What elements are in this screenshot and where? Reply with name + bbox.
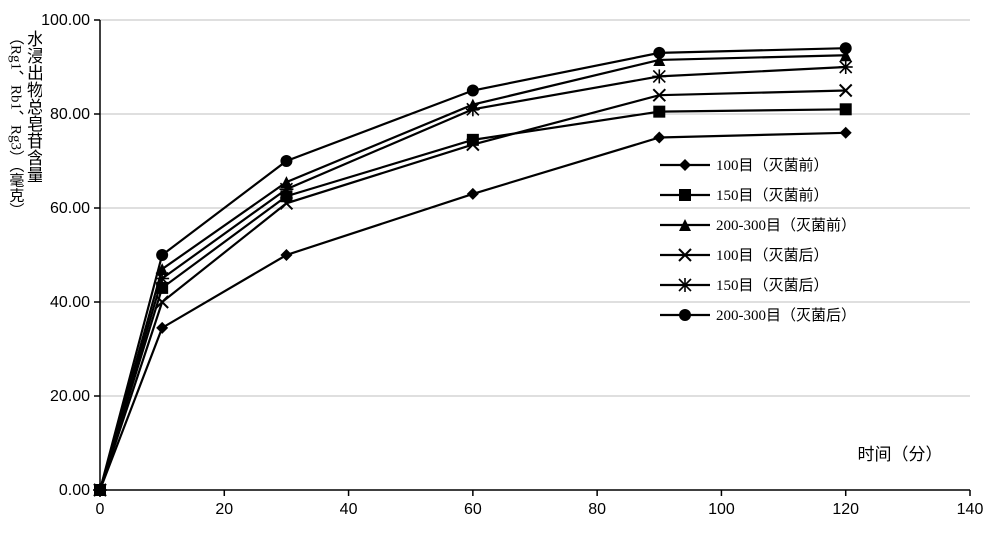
marker-circle <box>280 155 292 167</box>
marker-circle <box>653 47 665 59</box>
x-tick-label: 140 <box>957 501 984 518</box>
marker-circle <box>679 309 691 321</box>
x-tick-label: 60 <box>464 501 482 518</box>
x-axis-title: 时间（分） <box>858 445 943 464</box>
marker-square <box>840 103 852 115</box>
x-tick-label: 100 <box>708 501 735 518</box>
legend-label: 150目（灭菌后） <box>716 277 829 294</box>
marker-asterisk <box>466 102 480 116</box>
legend-label: 100目（灭菌前） <box>716 157 829 174</box>
y-tick-label: 40.00 <box>50 294 90 311</box>
y-tick-label: 100.00 <box>41 12 90 29</box>
marker-asterisk <box>652 69 666 83</box>
marker-asterisk <box>839 60 853 74</box>
marker-square <box>653 106 665 118</box>
y-tick-label: 60.00 <box>50 200 90 217</box>
legend-label: 100目（灭菌后） <box>716 247 829 264</box>
marker-diamond <box>156 322 168 334</box>
x-tick-label: 80 <box>588 501 606 518</box>
legend-label: 150目（灭菌前） <box>716 187 829 204</box>
chart-container: 0.00 20.00 40.00 60.00 80.00 100.00 0 20 40 60 80 1… <box>0 0 1000 551</box>
line-chart: 0.00 20.00 40.00 60.00 80.00 100.00 0 20 40 60 80 1… <box>0 0 1000 551</box>
y-tick-label: 0.00 <box>59 482 90 499</box>
legend-label: 200-300目（灭菌后） <box>716 307 856 324</box>
marker-diamond <box>467 188 479 200</box>
y-axis-title: 水浸出物总皂苷含量（Rg1、Rb1、Rg3）（毫克） <box>2 30 42 500</box>
marker-asterisk <box>279 182 293 196</box>
marker-circle <box>156 249 168 261</box>
marker-square <box>679 189 691 201</box>
marker-diamond <box>840 127 852 139</box>
y-tick-label: 80.00 <box>50 106 90 123</box>
x-tick-label: 120 <box>832 501 859 518</box>
legend-label: 200-300目（灭菌前） <box>716 217 856 234</box>
x-tick-label: 40 <box>340 501 358 518</box>
series-line <box>100 55 846 490</box>
marker-diamond <box>679 159 691 171</box>
marker-circle <box>467 85 479 97</box>
x-tick-label: 20 <box>215 501 233 518</box>
marker-asterisk <box>678 278 692 292</box>
y-tick-label: 20.00 <box>50 388 90 405</box>
marker-circle <box>840 42 852 54</box>
marker-diamond <box>653 132 665 144</box>
marker-diamond <box>280 249 292 261</box>
marker-circle <box>94 484 106 496</box>
x-tick-label: 0 <box>96 501 105 518</box>
